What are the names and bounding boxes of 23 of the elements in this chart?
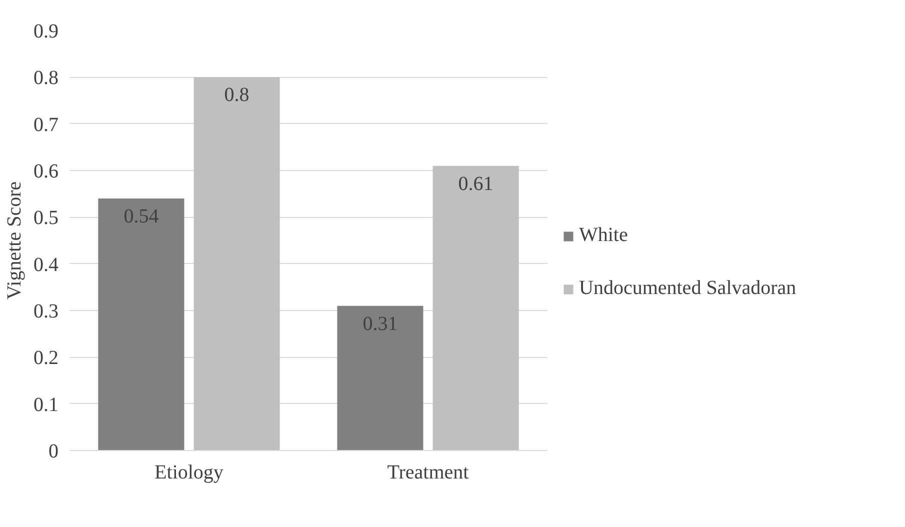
y-tick-label: 0.5 xyxy=(34,207,58,230)
x-tick-label: Treatment xyxy=(387,462,470,484)
y-tick-label: 0.4 xyxy=(34,254,58,276)
y-tick-label: 0.6 xyxy=(34,160,58,182)
y-tick-label: 0.3 xyxy=(34,300,58,322)
y-tick-label: 0.8 xyxy=(34,67,58,90)
legend-label: White xyxy=(579,224,628,247)
y-tick-label: 0.9 xyxy=(34,20,58,42)
data-label: 0.8 xyxy=(224,84,250,106)
y-tick-label: 0 xyxy=(48,440,58,462)
bar xyxy=(337,306,424,450)
bar xyxy=(432,166,519,450)
data-label: 0.61 xyxy=(458,172,494,195)
data-label: 0.54 xyxy=(124,206,159,228)
y-tick-label: 0.1 xyxy=(34,394,58,416)
y-tick-label: 0.7 xyxy=(34,114,58,136)
bar xyxy=(194,77,280,450)
x-tick-label: Etiology xyxy=(154,462,224,484)
data-label: 0.31 xyxy=(362,312,398,335)
legend-label: Undocumented Salvadoran xyxy=(579,277,796,300)
y-tick-label: 0.2 xyxy=(34,347,58,370)
bar xyxy=(98,198,184,450)
y-axis-title: Vignette Score xyxy=(4,181,26,300)
